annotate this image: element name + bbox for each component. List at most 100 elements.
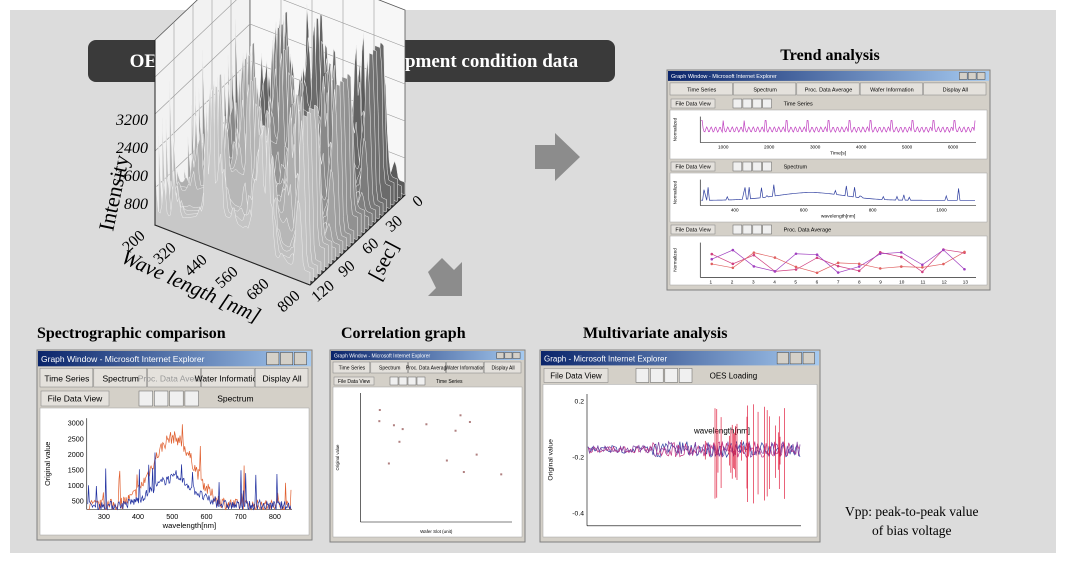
- y-axis-label: Normalized: [673, 117, 678, 141]
- x-tick-label: 500: [166, 512, 178, 521]
- scatter-point: [398, 440, 401, 443]
- window-button[interactable]: [789, 352, 802, 365]
- plot-dot: [794, 252, 798, 256]
- x-tick-label: 400: [731, 208, 739, 213]
- scatter-point: [378, 409, 381, 412]
- tool-icon[interactable]: [407, 376, 417, 386]
- plot-dot: [857, 269, 861, 273]
- plot-dot: [899, 251, 903, 254]
- window-button[interactable]: [293, 352, 307, 366]
- tool-icon[interactable]: [664, 368, 678, 383]
- note-line: of bias voltage: [872, 523, 951, 538]
- tab-button[interactable]: [733, 82, 797, 96]
- file-data-view-button[interactable]: [670, 98, 716, 109]
- graph-window: Graph - Microsoft Internet Explorer File …: [539, 349, 821, 543]
- plot-dot: [899, 265, 903, 268]
- x-axis-label: Time[s]: [830, 151, 847, 157]
- file-data-view-button[interactable]: [670, 161, 716, 172]
- y-tick-label: 2400: [116, 140, 148, 157]
- tab-button[interactable]: [859, 82, 923, 96]
- tool-icon[interactable]: [678, 368, 693, 383]
- tool-icon[interactable]: [650, 368, 664, 383]
- tool-icon[interactable]: [416, 376, 426, 386]
- window-button[interactable]: [280, 352, 293, 366]
- window-button[interactable]: [976, 72, 986, 80]
- tab-button[interactable]: [254, 368, 309, 388]
- tab-button[interactable]: [408, 361, 446, 374]
- axis-line: [309, 194, 406, 286]
- scatter-point: [387, 462, 390, 465]
- plot-dot: [710, 262, 714, 266]
- tool-icon[interactable]: [154, 390, 169, 407]
- tab-label: Wafer Information: [870, 87, 914, 93]
- tool-icon[interactable]: [742, 224, 752, 235]
- button-label: File Data View: [48, 394, 104, 404]
- tool-icon[interactable]: [762, 98, 772, 109]
- window-button[interactable]: [504, 352, 513, 359]
- tab-button[interactable]: [370, 361, 408, 374]
- button-label: File Data View: [675, 101, 710, 107]
- tool-icon[interactable]: [732, 98, 743, 109]
- tool-icon[interactable]: [389, 376, 399, 386]
- plot-dot: [878, 267, 882, 270]
- tab-button[interactable]: [201, 368, 255, 388]
- tab-button[interactable]: [39, 368, 94, 388]
- window-button[interactable]: [776, 352, 789, 365]
- tab-button[interactable]: [923, 82, 987, 96]
- tab-button[interactable]: [669, 82, 733, 96]
- scatter-point: [500, 473, 503, 476]
- x-tick-label: 12: [942, 279, 948, 284]
- y-tick-label: 500: [72, 496, 84, 505]
- x-tick-label: 10: [899, 279, 905, 284]
- y-axis-label: Normalized: [673, 180, 678, 204]
- tab-button[interactable]: [147, 368, 201, 388]
- tool-icon[interactable]: [184, 390, 199, 407]
- window-button[interactable]: [266, 352, 280, 366]
- tab-button[interactable]: [93, 368, 147, 388]
- x-tick-label: 9: [879, 279, 882, 284]
- graph-window: Graph Window - Microsoft Internet Explor…: [36, 349, 313, 541]
- file-data-view-button[interactable]: [333, 376, 375, 386]
- x-tick-label: 4: [773, 279, 776, 284]
- tab-button[interactable]: [332, 361, 371, 374]
- window-button[interactable]: [512, 352, 521, 359]
- file-data-view-button[interactable]: [543, 368, 609, 383]
- tool-icon[interactable]: [732, 161, 743, 172]
- arrow-right: [535, 133, 580, 181]
- tool-icon[interactable]: [635, 368, 650, 383]
- plot-dot: [899, 255, 903, 259]
- x-axis-label: wavelength[nm]: [821, 214, 856, 220]
- tool-icon[interactable]: [138, 390, 153, 407]
- tool-icon[interactable]: [762, 161, 772, 172]
- title-bar: [38, 351, 311, 367]
- tool-icon[interactable]: [742, 98, 752, 109]
- tab-button[interactable]: [483, 361, 522, 374]
- tool-icon[interactable]: [742, 161, 752, 172]
- scatter-point: [401, 428, 404, 431]
- tool-icon[interactable]: [752, 224, 762, 235]
- window-button[interactable]: [802, 352, 815, 365]
- window-button[interactable]: [959, 72, 968, 80]
- scatter-point: [392, 424, 395, 427]
- tool-icon[interactable]: [398, 376, 408, 386]
- file-data-view-button[interactable]: [40, 390, 110, 407]
- scatter-point: [454, 429, 457, 432]
- tool-icon[interactable]: [762, 224, 772, 235]
- scatter-point: [462, 471, 465, 474]
- window-button[interactable]: [496, 352, 505, 359]
- tab-label: Proc. Data Average: [406, 366, 449, 372]
- tab-button[interactable]: [446, 361, 484, 374]
- scatter-point: [445, 459, 448, 462]
- tool-icon[interactable]: [752, 98, 762, 109]
- plot-subtitle: Time Series: [436, 379, 463, 385]
- tool-icon[interactable]: [169, 390, 184, 407]
- plot-line: [701, 184, 975, 201]
- file-data-view-button[interactable]: [670, 224, 716, 235]
- x-tick-label: 600: [200, 512, 212, 521]
- tab-button[interactable]: [796, 82, 860, 96]
- tab-label: Spectrum: [753, 87, 777, 93]
- panel-title: Multivariate analysis: [583, 325, 727, 342]
- tool-icon[interactable]: [732, 224, 743, 235]
- tool-icon[interactable]: [752, 161, 762, 172]
- window-button[interactable]: [967, 72, 977, 80]
